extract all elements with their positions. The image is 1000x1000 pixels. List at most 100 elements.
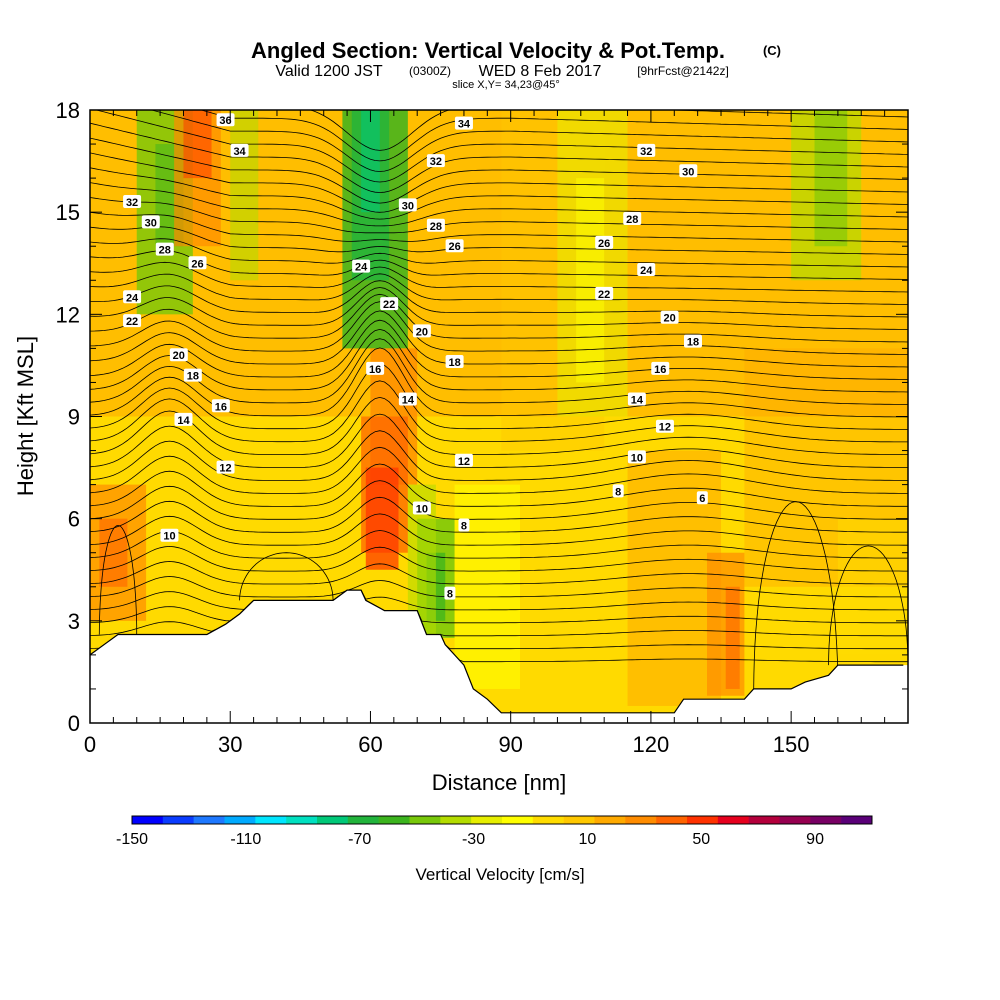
x-tick-label: 150 (773, 732, 810, 757)
contour-label-text: 10 (631, 452, 643, 464)
contour-label-bg (637, 143, 656, 157)
contour-labels: 36 34 34 32 32 32 30 30 30 28 28 28 26 26 26 24 24 24 22 22… (123, 113, 708, 601)
isentrope-line (90, 250, 908, 280)
colorbar-swatch (162, 816, 194, 824)
surface-contour (98, 525, 138, 635)
contour-label-10: 10 (160, 528, 179, 543)
colorbar-tick-label: 10 (578, 831, 596, 848)
surface-contour (239, 552, 334, 601)
contour-label-24: 24 (637, 263, 656, 277)
isentrope-line (90, 338, 908, 405)
isentrope-line (90, 396, 908, 455)
contour-label-8: 8 (458, 518, 470, 532)
colorbar-tick-label: -70 (348, 831, 371, 848)
contour-label-text: 28 (159, 245, 171, 257)
contour-label-text: 28 (430, 221, 442, 233)
contour-label-10: 10 (412, 501, 431, 515)
isentrope-line (90, 363, 908, 430)
contour-label-text: 14 (402, 394, 415, 406)
isentrope-line (90, 273, 908, 305)
y-tick-label: 12 (56, 302, 80, 327)
axis-ticks (89, 109, 909, 724)
x-tick-label: 30 (218, 732, 242, 757)
contour-label-text: 20 (173, 350, 185, 362)
contour-label-bg (123, 314, 142, 328)
contour-label-text: 12 (458, 456, 470, 468)
contour-label-text: 8 (461, 520, 467, 532)
colorbar-swatch (317, 816, 349, 824)
contour-label-22: 22 (380, 297, 399, 311)
y-axis-label: Height [Kft MSL] (13, 336, 38, 496)
contour-label-32: 32 (123, 194, 142, 209)
contour-label-16: 16 (366, 361, 385, 376)
contour-label-26: 26 (188, 256, 207, 270)
contour-label-12: 12 (655, 419, 674, 434)
contour-label-text: 16 (369, 364, 381, 376)
contour-label-30: 30 (398, 198, 417, 212)
isentrope-line (90, 310, 908, 368)
colorbar-swatch (779, 816, 811, 824)
contour-label-bg (623, 211, 642, 225)
isentrope-line (90, 122, 908, 193)
y-tick-label: 9 (68, 405, 80, 430)
isentrope-line (90, 430, 908, 481)
colorbar-swatch (841, 816, 873, 824)
colorbar-swatch (132, 816, 164, 824)
contour-label-bg (651, 361, 670, 375)
contour-label-text: 26 (598, 238, 610, 250)
surface-contour (828, 545, 908, 666)
velocity-zone-0 (90, 110, 908, 417)
terrain (90, 590, 908, 723)
isentrope-line (95, 110, 908, 183)
contour-label-bg (595, 235, 614, 249)
colorbar-tick-labels: -150 -110 -70 -30 10 50 90 (116, 831, 824, 848)
colorbar-swatch (502, 816, 534, 824)
contour-label-text: 10 (163, 531, 175, 543)
contour-label-bg (183, 368, 202, 382)
isentrope-line (90, 319, 908, 380)
contour-label-bg (454, 453, 473, 467)
colorbar-swatch (625, 816, 657, 824)
contour-label-text: 12 (219, 463, 231, 475)
velocity-zone-28 (837, 518, 908, 655)
contour-label-text: 14 (177, 415, 190, 427)
contour-label-36: 36 (216, 113, 235, 127)
contour-label-bg (445, 355, 464, 369)
contour-label-26: 26 (445, 239, 464, 253)
contour-label-text: 6 (699, 493, 705, 505)
isentrope-line (90, 182, 908, 227)
contour-label-text: 24 (355, 262, 368, 274)
colorbar-swatch (409, 816, 441, 824)
isentrope-line (90, 589, 908, 611)
contour-label-text: 18 (187, 371, 199, 383)
colorbar-swatch (687, 816, 719, 824)
contour-label-bg (230, 143, 249, 157)
contour-label-text: 22 (598, 289, 610, 301)
x-tick-label: 120 (633, 732, 670, 757)
contour-label-34: 34 (230, 143, 249, 158)
terrain-outline (90, 589, 904, 714)
contour-label-bg (211, 399, 230, 413)
contour-label-bg (612, 484, 624, 498)
isentrope-line (90, 280, 908, 318)
slice-info: slice X,Y= 34,23@45° (452, 79, 560, 91)
colorbar-swatch (378, 816, 410, 824)
contour-label-text: 26 (448, 241, 460, 253)
contour-label-text: 30 (145, 217, 157, 229)
contour-label-bg (141, 215, 160, 229)
velocity-zone-5 (183, 110, 212, 179)
y-tick-labels: 0 3 6 9 12 15 18 (56, 98, 80, 736)
contour-label-bg (123, 290, 142, 304)
contour-label-text: 30 (682, 166, 694, 178)
forecast-info: [9hrFcst@2142z] (637, 64, 729, 78)
contour-label-bg (426, 218, 445, 232)
contour-label-22: 22 (123, 314, 142, 328)
contour-label-18: 18 (445, 355, 464, 369)
contour-label-bg (123, 194, 142, 208)
contour-label-12: 12 (454, 453, 473, 468)
y-tick-label: 0 (68, 711, 80, 736)
contour-label-text: 18 (448, 357, 460, 369)
chart-title: Angled Section: Vertical Velocity & Pot.… (251, 38, 725, 63)
valid-date: WED 8 Feb 2017 (479, 63, 602, 80)
